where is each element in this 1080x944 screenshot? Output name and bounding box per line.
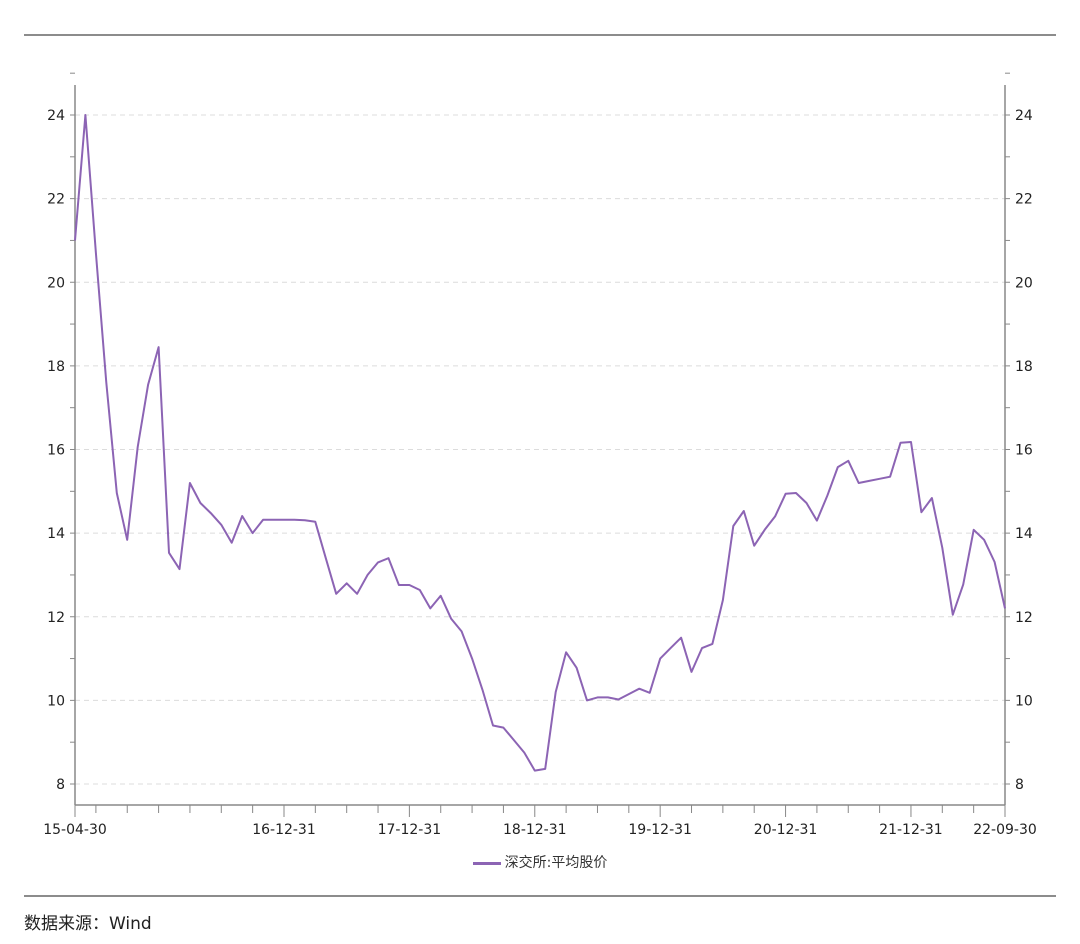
- y-tick-label-right: 12: [1015, 610, 1033, 626]
- x-tick-label: 17-12-31: [378, 822, 442, 838]
- y-tick-label-right: 16: [1015, 443, 1033, 459]
- y-tick-label-left: 8: [56, 777, 65, 793]
- y-tick-label-right: 10: [1015, 693, 1033, 709]
- y-tick-label-right: 20: [1015, 275, 1033, 291]
- y-tick-label-left: 14: [47, 526, 65, 542]
- x-tick-label: 20-12-31: [754, 822, 818, 838]
- y-tick-label-left: 24: [47, 108, 65, 124]
- y-tick-label-right: 8: [1015, 777, 1024, 793]
- y-tick-label-left: 22: [47, 192, 65, 208]
- line-chart: 8 8 10 10 12 12 14 14 16 16 18 18 20 20 22 22 24 24 15-04-…: [43, 72, 1037, 838]
- x-tick-label: 15-04-30: [43, 822, 107, 838]
- x-tick-label: 16-12-31: [252, 822, 316, 838]
- y-tick-label-left: 18: [47, 359, 65, 375]
- y-tick-label-right: 14: [1015, 526, 1033, 542]
- top-rule: [24, 34, 1056, 36]
- legend-label: 深交所:平均股价: [504, 855, 608, 871]
- series-line: [74, 114, 1006, 772]
- legend: 深交所:平均股价: [0, 852, 1080, 872]
- y-tick-label-right: 24: [1015, 108, 1033, 124]
- source-note: 数据来源：Wind: [24, 914, 152, 934]
- y-tick-label-left: 10: [47, 693, 65, 709]
- x-tick-label: 19-12-31: [628, 822, 692, 838]
- x-tick-label: 18-12-31: [503, 822, 567, 838]
- y-tick-label-left: 16: [47, 443, 65, 459]
- legend-swatch: [472, 861, 501, 865]
- y-tick-label-left: 12: [47, 610, 65, 626]
- y-tick-label-right: 18: [1015, 359, 1033, 375]
- x-tick-label: 22-09-30: [973, 822, 1037, 838]
- y-tick-label-left: 20: [47, 275, 65, 291]
- x-tick-label: 21-12-31: [879, 822, 943, 838]
- y-tick-label-right: 22: [1015, 192, 1033, 208]
- bottom-rule: [24, 895, 1056, 897]
